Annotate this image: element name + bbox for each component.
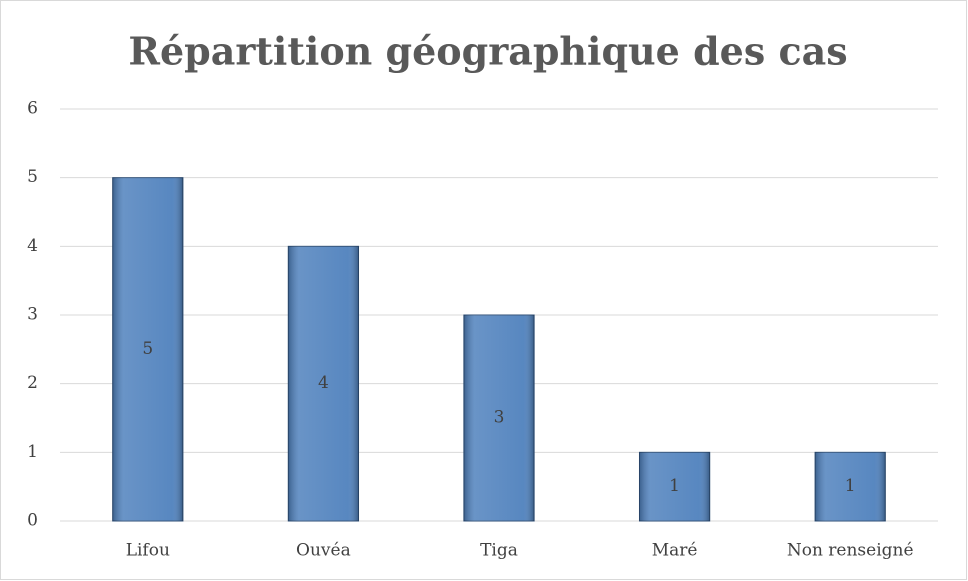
y-tick-label: 3 bbox=[27, 305, 38, 325]
x-tick-label: Lifou bbox=[126, 541, 170, 561]
chart-title: Répartition géographique des cas bbox=[128, 29, 847, 74]
x-tick-label: Maré bbox=[652, 541, 698, 561]
y-tick-label: 2 bbox=[27, 373, 38, 393]
y-tick-label: 0 bbox=[27, 511, 38, 531]
y-tick-label: 1 bbox=[27, 442, 38, 462]
data-label: 5 bbox=[142, 339, 153, 359]
y-tick-label: 5 bbox=[27, 167, 38, 187]
data-label: 1 bbox=[845, 476, 856, 496]
data-label: 3 bbox=[494, 408, 505, 428]
x-tick-label: Non renseigné bbox=[787, 541, 914, 561]
y-tick-label: 6 bbox=[27, 99, 38, 119]
x-tick-label: Ouvéa bbox=[296, 541, 351, 561]
data-label: 4 bbox=[318, 373, 329, 393]
x-tick-label: Tiga bbox=[480, 541, 518, 561]
y-tick-label: 4 bbox=[27, 236, 38, 256]
data-label: 1 bbox=[669, 476, 680, 496]
